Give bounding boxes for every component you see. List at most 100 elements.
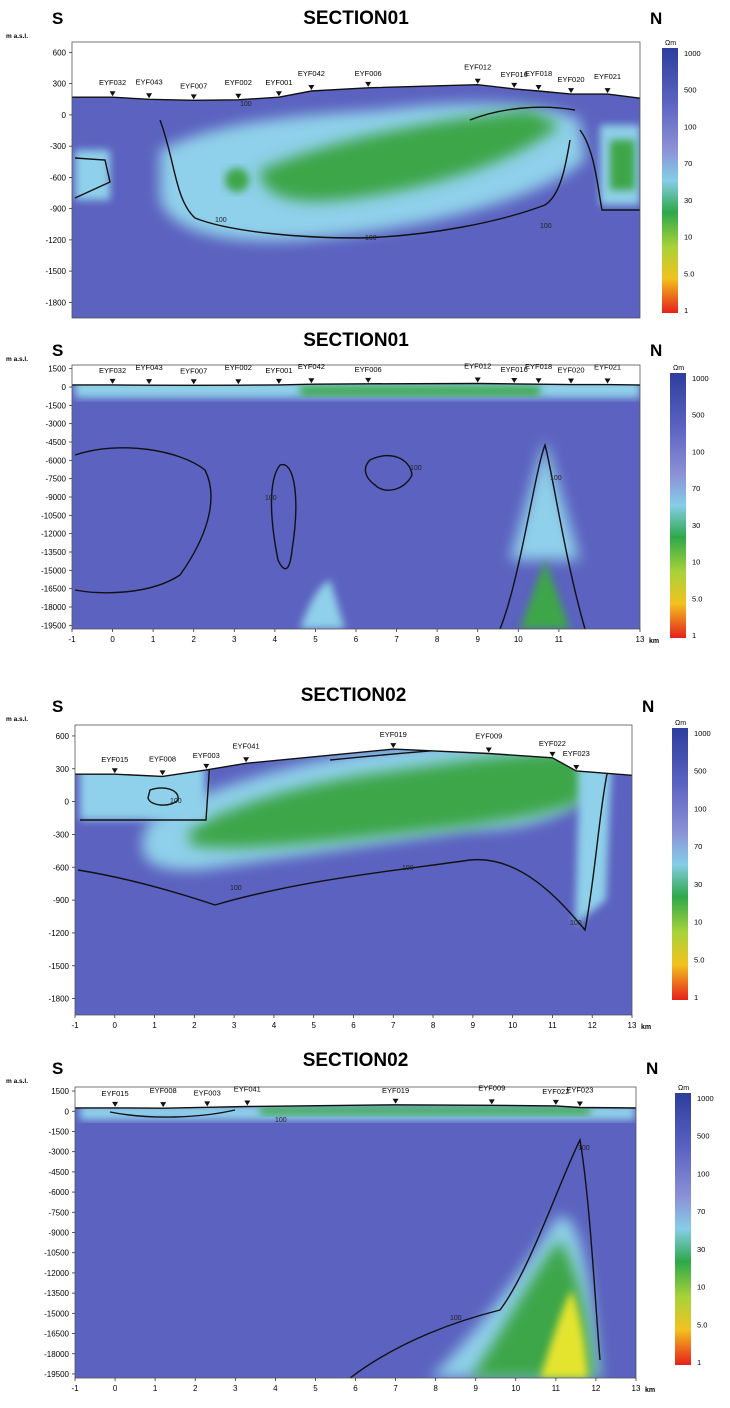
station-label: EYF021: [594, 72, 621, 81]
colorbar-label: 500: [692, 411, 705, 420]
contour-label: 100: [578, 1145, 590, 1152]
x-tick-label: 4: [272, 1021, 277, 1030]
x-axis-unit: km: [645, 1387, 655, 1394]
station-marker: [146, 379, 153, 385]
station-marker: [109, 91, 116, 97]
x-tick-label: 9: [471, 1021, 476, 1030]
contour-100-line: [499, 442, 586, 629]
station-marker: [549, 751, 556, 757]
contour-100-line: [329, 749, 521, 761]
station-marker: [109, 378, 116, 384]
y-axis-unit: m a.s.l.: [6, 33, 28, 40]
station-label: EYF018: [525, 69, 552, 78]
x-tick-label: 8: [431, 1021, 436, 1030]
y-tick-label: -19500: [41, 621, 66, 630]
y-tick-label: -15000: [44, 1309, 69, 1318]
contour-label: 100: [265, 495, 277, 502]
station-marker: [474, 377, 481, 383]
station-label: EYF042: [298, 362, 325, 371]
station-marker: [235, 379, 242, 385]
y-tick-label: -10500: [44, 1249, 69, 1258]
x-tick-label: 6: [353, 1384, 358, 1393]
x-tick-label: 8: [433, 1384, 438, 1393]
station-marker: [365, 81, 372, 87]
station-label: EYF023: [566, 1085, 593, 1094]
station-label: EYF032: [99, 78, 126, 87]
colorbar-label: 1: [692, 631, 696, 640]
station-marker: [203, 763, 210, 769]
station-marker: [308, 84, 315, 90]
y-tick-label: -300: [53, 830, 70, 839]
y-tick-label: -18000: [44, 1350, 69, 1359]
station-label: EYF041: [233, 741, 260, 750]
station-label: EYF032: [99, 366, 126, 375]
contour-label: 100: [570, 920, 582, 927]
contour-label: 100: [215, 217, 227, 224]
contour-100-line: [349, 1137, 601, 1378]
colorbar-label: 70: [694, 842, 702, 851]
conductive-pocket: [225, 168, 249, 192]
station-label: EYF015: [102, 1089, 129, 1098]
colorbar-label: 1000: [697, 1094, 714, 1103]
x-tick-label: 10: [514, 635, 523, 644]
y-tick-label: 1500: [51, 1087, 69, 1096]
x-tick-label: 3: [233, 1384, 238, 1393]
y-tick-label: -7500: [49, 1208, 70, 1217]
x-tick-label: 0: [113, 1384, 118, 1393]
station-marker: [568, 378, 575, 384]
colorbar-label: 10: [694, 918, 702, 927]
station-marker: [511, 82, 518, 88]
x-tick-label: 12: [588, 1021, 597, 1030]
station-marker: [576, 1101, 583, 1107]
colorbar-label: 5.0: [684, 269, 694, 278]
x-tick-label: 12: [591, 1384, 600, 1393]
colorbar-label: 1000: [692, 374, 709, 383]
station-label: EYF003: [194, 1088, 221, 1097]
contour-label: 100: [230, 885, 242, 892]
x-tick-label: 8: [435, 635, 440, 644]
colorbar-label: 70: [692, 484, 700, 493]
x-tick-label: 10: [511, 1384, 520, 1393]
y-tick-label: -600: [53, 863, 70, 872]
y-tick-label: -1500: [49, 1127, 70, 1136]
station-label: EYF043: [136, 77, 163, 86]
topography-line: [75, 748, 633, 778]
contour-label: 100: [540, 223, 552, 230]
station-label: EYF018: [525, 362, 552, 371]
y-tick-label: 600: [56, 732, 70, 741]
station-marker: [552, 1099, 559, 1105]
station-label: EYF006: [355, 69, 382, 78]
station-label: EYF002: [225, 78, 252, 87]
station-label: EYF042: [298, 69, 325, 78]
y-tick-label: -900: [53, 896, 70, 905]
resistivity-field: 100 100 100 100: [72, 84, 640, 318]
x-tick-label: 7: [393, 1384, 398, 1393]
y-tick-label: 1500: [48, 365, 66, 374]
station-marker: [604, 378, 611, 384]
x-tick-label: 3: [232, 635, 237, 644]
x-tick-label: 1: [151, 635, 156, 644]
station-label: EYF023: [563, 749, 590, 758]
station-label: EYF007: [180, 366, 207, 375]
colorbar-label: 1: [684, 306, 688, 315]
contour-label: 100: [550, 475, 562, 482]
colorbar-label: 30: [697, 1245, 705, 1254]
y-tick-label: -7500: [46, 475, 67, 484]
steep-zone: [575, 750, 612, 925]
section-title: SECTION02: [301, 685, 407, 706]
colorbar-label: 10: [697, 1283, 705, 1292]
station-label: EYF007: [180, 81, 207, 90]
section-title: SECTION01: [303, 8, 409, 29]
near-surface-conductive-zone: [260, 1107, 590, 1115]
station-marker: [235, 93, 242, 99]
y-tick-label: -13500: [41, 548, 66, 557]
south-label: S: [52, 341, 63, 360]
x-tick-label: 9: [475, 635, 480, 644]
x-tick-label: 2: [193, 1384, 198, 1393]
y-tick-label: 300: [53, 80, 67, 89]
station-marker: [243, 757, 250, 763]
y-tick-label: -12000: [41, 530, 66, 539]
station-marker: [511, 377, 518, 383]
y-tick-label: -1500: [46, 267, 67, 276]
